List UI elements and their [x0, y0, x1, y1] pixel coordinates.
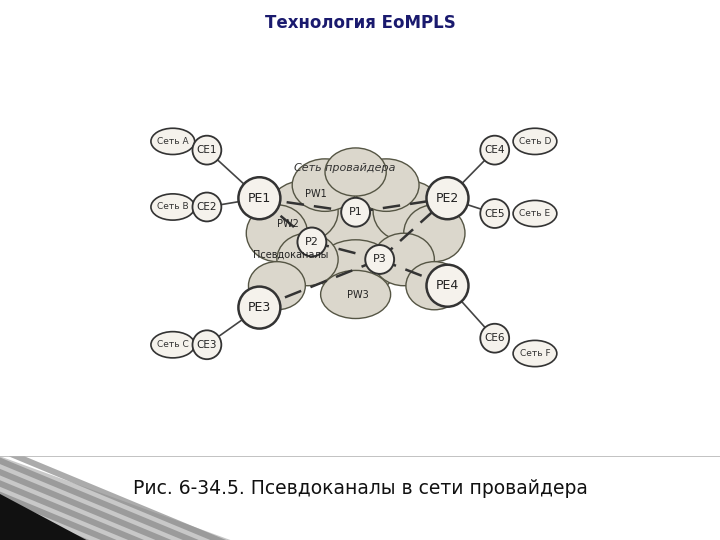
Circle shape [426, 265, 469, 307]
Circle shape [192, 193, 221, 221]
Ellipse shape [404, 205, 465, 262]
Text: Сеть B: Сеть B [157, 202, 189, 212]
Ellipse shape [513, 340, 557, 367]
Ellipse shape [151, 332, 194, 358]
Text: CE5: CE5 [485, 208, 505, 219]
Ellipse shape [320, 271, 391, 319]
Text: Сеть F: Сеть F [520, 349, 550, 358]
Polygon shape [0, 456, 171, 540]
Ellipse shape [248, 262, 305, 310]
Text: Сеть провайдера: Сеть провайдера [294, 163, 395, 173]
Text: Сеть А: Сеть А [157, 137, 189, 146]
Text: Псевдоканалы: Псевдоканалы [253, 250, 328, 260]
Text: PW3: PW3 [347, 291, 369, 300]
Ellipse shape [312, 183, 400, 257]
Circle shape [238, 287, 280, 328]
Polygon shape [0, 456, 62, 540]
Text: PE4: PE4 [436, 279, 459, 292]
Ellipse shape [406, 262, 463, 310]
Polygon shape [0, 456, 117, 540]
Ellipse shape [373, 181, 443, 242]
Text: Сеть E: Сеть E [519, 209, 551, 218]
Text: Рис. 6-34.5. Псевдоканалы в сети провайдера: Рис. 6-34.5. Псевдоканалы в сети провайд… [132, 478, 588, 497]
Polygon shape [9, 456, 226, 540]
Ellipse shape [316, 240, 395, 296]
Polygon shape [0, 494, 86, 540]
Text: P3: P3 [373, 254, 387, 265]
Circle shape [238, 177, 280, 219]
Circle shape [480, 199, 509, 228]
Polygon shape [0, 456, 144, 540]
Text: P1: P1 [348, 207, 362, 217]
Circle shape [426, 177, 469, 219]
Ellipse shape [513, 200, 557, 227]
Circle shape [480, 324, 509, 353]
Text: PE3: PE3 [248, 301, 271, 314]
Ellipse shape [325, 148, 386, 196]
Text: CE4: CE4 [485, 145, 505, 155]
Ellipse shape [513, 128, 557, 154]
Circle shape [192, 136, 221, 165]
Text: Сеть C: Сеть C [157, 340, 189, 349]
Text: CE2: CE2 [197, 202, 217, 212]
Text: CE3: CE3 [197, 340, 217, 350]
Text: P2: P2 [305, 237, 319, 247]
Circle shape [480, 136, 509, 165]
Ellipse shape [151, 128, 194, 154]
Circle shape [192, 330, 221, 359]
Ellipse shape [373, 233, 434, 286]
Text: Сеть D: Сеть D [519, 137, 551, 146]
Polygon shape [0, 456, 7, 540]
Polygon shape [0, 456, 35, 540]
Polygon shape [0, 456, 230, 540]
Text: Технология EoMPLS: Технология EoMPLS [265, 14, 455, 31]
Polygon shape [0, 456, 89, 540]
Ellipse shape [277, 233, 338, 286]
Ellipse shape [354, 159, 419, 211]
Text: PE2: PE2 [436, 192, 459, 205]
Ellipse shape [151, 194, 194, 220]
Text: PW2: PW2 [277, 219, 299, 230]
Ellipse shape [246, 205, 307, 262]
Circle shape [341, 198, 370, 227]
Polygon shape [0, 456, 199, 540]
Text: CE6: CE6 [485, 333, 505, 343]
Text: PE1: PE1 [248, 192, 271, 205]
Ellipse shape [268, 181, 338, 242]
Text: PW1: PW1 [305, 189, 327, 199]
Circle shape [365, 245, 394, 274]
Text: CE1: CE1 [197, 145, 217, 155]
Ellipse shape [292, 159, 358, 211]
Circle shape [297, 227, 326, 256]
